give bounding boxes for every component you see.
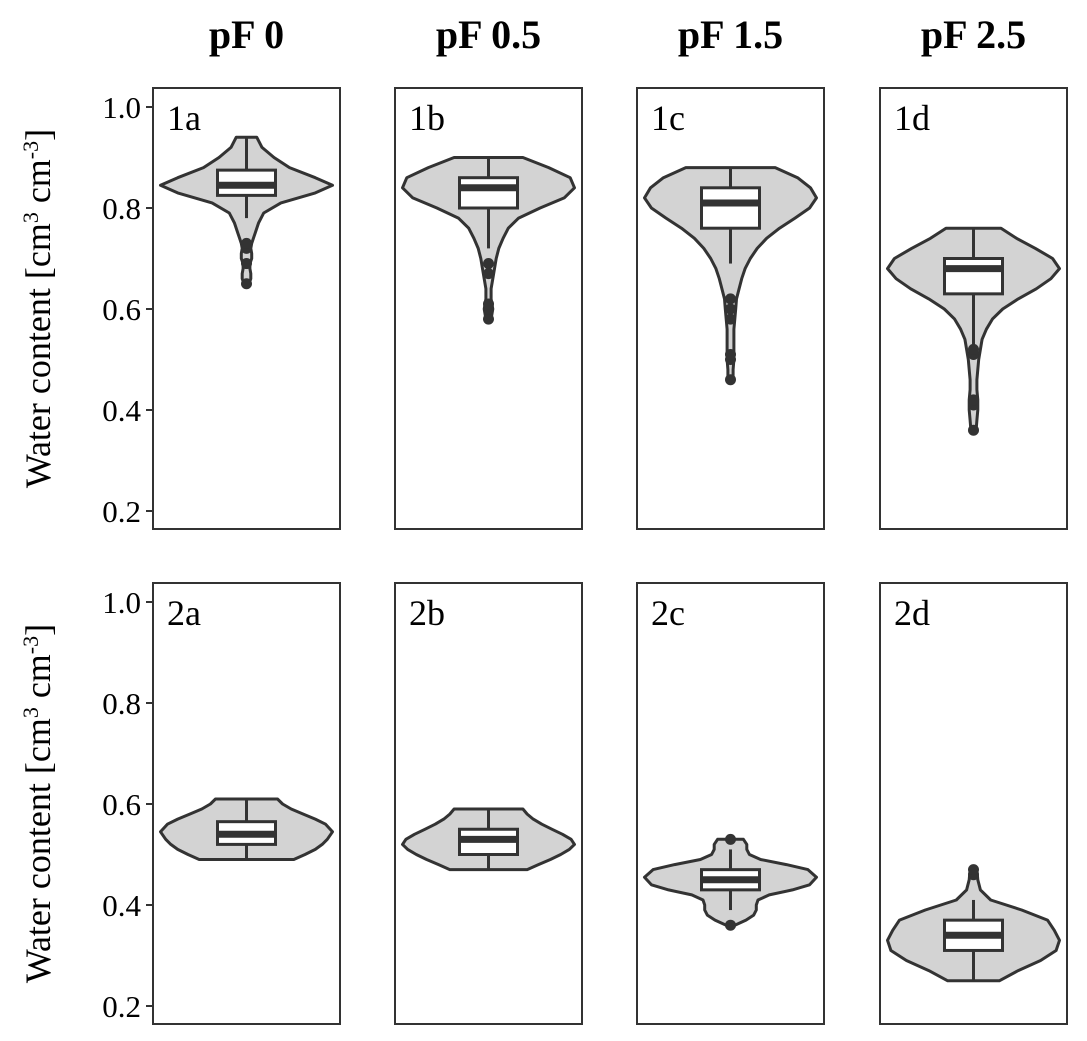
- panels: 0.2 0.4 0.6 0.8 1.0 1a 1b 1c 1d 0.2 0.4 0.6 0.8 1.0 2a…: [102, 87, 1068, 1025]
- panel-2a: 0.2 0.4 0.6 0.8 1.0 2a: [102, 582, 341, 1025]
- outlier-point: [483, 298, 494, 310]
- outlier-point: [483, 313, 494, 325]
- outlier-point: [725, 833, 736, 845]
- panel-2b: 2b: [394, 582, 583, 1025]
- outlier-point: [241, 278, 252, 290]
- y-axis-label-superscript: 3: [18, 707, 43, 718]
- outlier-point: [725, 374, 736, 386]
- y-tick-label: 0.8: [102, 686, 141, 721]
- panel-label: 1d: [894, 98, 930, 138]
- box: [700, 186, 761, 230]
- outlier-point: [483, 258, 494, 270]
- panel-frame: [879, 87, 1068, 530]
- y-tick-label: 1.0: [102, 90, 141, 125]
- y-tick-label: 0.4: [102, 393, 141, 428]
- y-axis-label-superscript: 3: [18, 212, 43, 223]
- column-titles: pF 0 pF 0.5 pF 1.5 pF 2.5: [209, 12, 1026, 57]
- panel-label: 1a: [167, 98, 201, 138]
- panel-frame: [394, 87, 583, 530]
- outlier-point: [725, 348, 736, 360]
- panel-label: 2b: [409, 593, 445, 633]
- y-axis-label: Water content [cm3 cm-3]: [18, 129, 59, 488]
- outlier-point: [725, 313, 736, 325]
- violin-shape: [643, 166, 818, 382]
- y-tick-label: 0.2: [102, 989, 141, 1024]
- y-axis-label-superscript: -3: [18, 141, 43, 159]
- outlier-point: [968, 424, 979, 436]
- y-axis-label-part: Water content [cm: [18, 223, 58, 488]
- outlier-point: [725, 293, 736, 305]
- panel-1b: 1b: [394, 87, 583, 530]
- panel-1d: 1d: [879, 87, 1068, 530]
- panel-label: 1c: [651, 98, 685, 138]
- outlier-point: [725, 303, 736, 315]
- y-axis-labels: Water content [cm3 cm-3]Water content [c…: [18, 129, 59, 983]
- y-axis-label-part: cm: [18, 159, 58, 212]
- y-axis-label-part: ]: [18, 624, 58, 636]
- y-axis-label-part: cm: [18, 654, 58, 707]
- y-tick-label: 0.8: [102, 191, 141, 226]
- box: [943, 257, 1004, 296]
- y-axis-label-superscript: -3: [18, 636, 43, 654]
- outlier-point: [968, 864, 979, 876]
- y-axis-label: Water content [cm3 cm-3]: [18, 624, 59, 983]
- box: [458, 176, 519, 210]
- column-title: pF 1.5: [678, 12, 783, 57]
- y-axis-label-part: ]: [18, 129, 58, 141]
- column-title: pF 2.5: [921, 12, 1026, 57]
- panel-label: 2a: [167, 593, 201, 633]
- y-tick-label: 0.6: [102, 787, 141, 822]
- y-tick-label: 0.6: [102, 292, 141, 327]
- panel-label: 1b: [409, 98, 445, 138]
- outlier-point: [725, 919, 736, 931]
- panel-frame: [636, 87, 825, 530]
- y-tick-label: 1.0: [102, 585, 141, 620]
- panel-2d: 2d: [879, 582, 1068, 1025]
- panel-label: 2d: [894, 593, 930, 633]
- panel-1a: 0.2 0.4 0.6 0.8 1.0 1a: [102, 87, 341, 530]
- panel-1c: 1c: [636, 87, 825, 530]
- outlier-point: [483, 268, 494, 280]
- y-axis-label-part: Water content [cm: [18, 718, 58, 983]
- panel-frame: [879, 582, 1068, 1025]
- column-title: pF 0.5: [436, 12, 541, 57]
- panel-label: 2c: [651, 593, 685, 633]
- y-tick-label: 0.4: [102, 888, 141, 923]
- column-title: pF 0: [209, 12, 284, 57]
- outlier-point: [241, 258, 252, 270]
- outlier-point: [968, 343, 979, 355]
- outlier-point: [241, 237, 252, 249]
- outlier-point: [968, 394, 979, 406]
- panel-2c: 2c: [636, 582, 825, 1025]
- panel-frame: [636, 582, 825, 1025]
- y-tick-label: 0.2: [102, 494, 141, 529]
- panel-frame: [394, 582, 583, 1025]
